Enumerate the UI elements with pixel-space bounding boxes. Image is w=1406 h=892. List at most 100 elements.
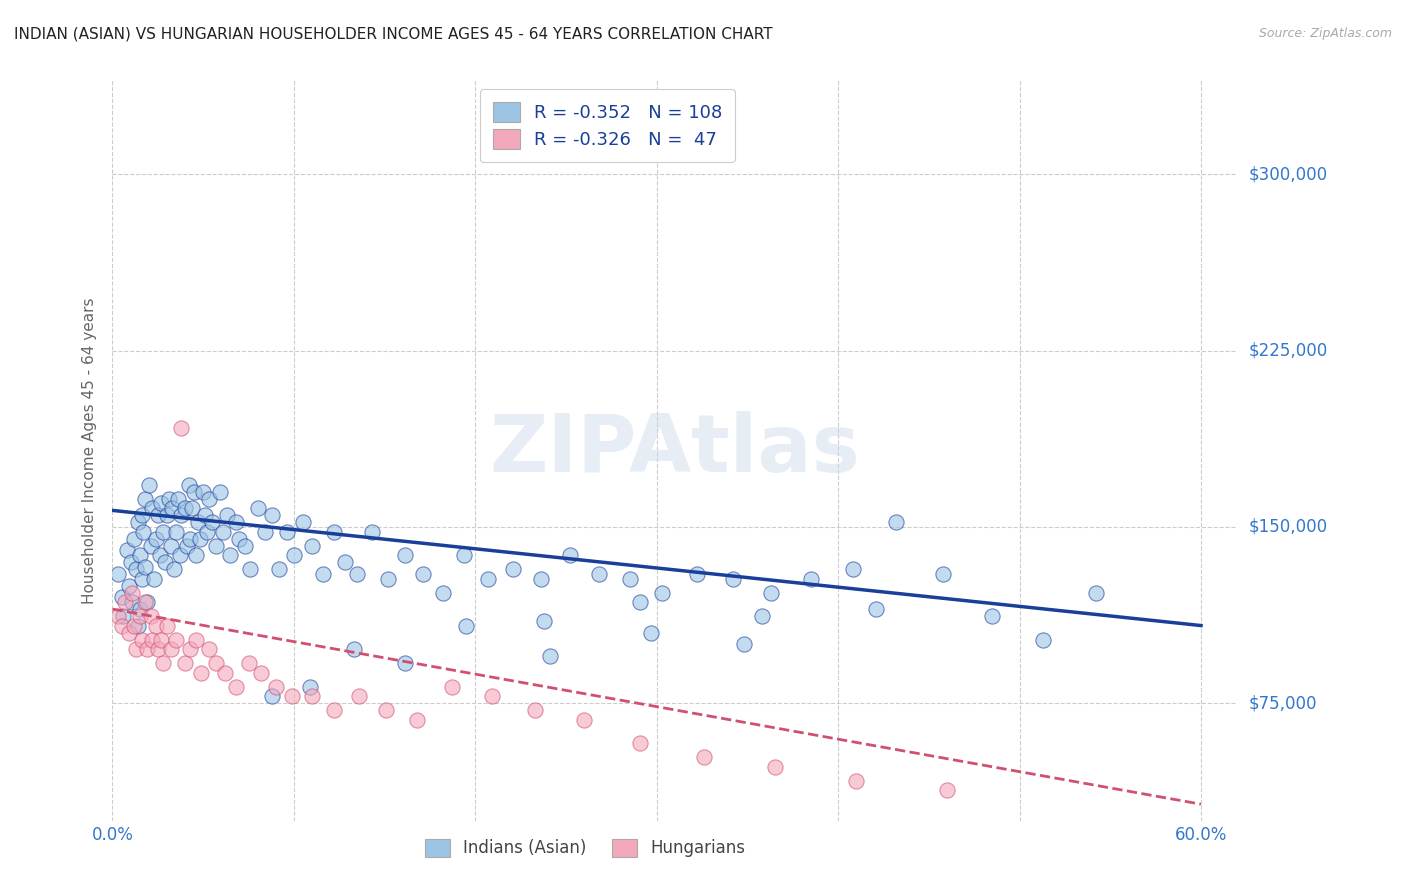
Point	[150, 496, 173, 510]
Point	[110, 618, 132, 632]
Point	[118, 625, 141, 640]
Point	[193, 484, 215, 499]
Point	[141, 501, 163, 516]
Point	[197, 491, 219, 506]
Point	[250, 665, 273, 680]
Point	[122, 532, 145, 546]
Point	[159, 642, 181, 657]
Point	[121, 595, 143, 609]
Point	[225, 515, 247, 529]
Point	[114, 595, 136, 609]
Point	[299, 680, 322, 694]
Point	[936, 783, 959, 797]
Point	[141, 632, 163, 647]
Point	[145, 532, 167, 546]
Point	[205, 539, 228, 553]
Text: $150,000: $150,000	[1249, 518, 1327, 536]
Point	[312, 566, 335, 581]
Point	[530, 572, 553, 586]
Point	[301, 539, 323, 553]
Point	[134, 595, 156, 609]
Point	[456, 618, 478, 632]
Point	[406, 713, 429, 727]
Point	[176, 539, 198, 553]
Point	[159, 539, 181, 553]
Point	[283, 548, 305, 562]
Point	[394, 656, 416, 670]
Point	[1084, 585, 1107, 599]
Point	[291, 515, 314, 529]
Point	[212, 524, 235, 539]
Point	[156, 508, 179, 522]
Point	[132, 524, 155, 539]
Point	[281, 689, 304, 703]
Point	[146, 508, 169, 522]
Point	[157, 491, 180, 506]
Point	[502, 562, 524, 576]
Point	[533, 614, 555, 628]
Point	[685, 566, 707, 581]
Point	[139, 539, 162, 553]
Point	[127, 618, 149, 632]
Point	[169, 548, 191, 562]
Point	[138, 477, 160, 491]
Point	[322, 703, 344, 717]
Point	[628, 736, 651, 750]
Text: $225,000: $225,000	[1249, 342, 1327, 359]
Point	[264, 680, 287, 694]
Point	[269, 562, 291, 576]
Point	[215, 508, 238, 522]
Text: $75,000: $75,000	[1249, 694, 1317, 712]
Point	[733, 637, 755, 651]
Point	[122, 618, 145, 632]
Point	[225, 680, 247, 694]
Point	[572, 713, 595, 727]
Point	[276, 524, 298, 539]
Point	[197, 642, 219, 657]
Point	[538, 649, 561, 664]
Point	[377, 572, 399, 586]
Point	[262, 508, 284, 522]
Point	[751, 609, 773, 624]
Point	[165, 524, 187, 539]
Point	[201, 515, 224, 529]
Point	[347, 689, 370, 703]
Point	[107, 609, 129, 624]
Point	[174, 656, 197, 670]
Point	[177, 477, 200, 491]
Point	[184, 548, 207, 562]
Point	[195, 524, 218, 539]
Point	[394, 548, 416, 562]
Text: Source: ZipAtlas.com: Source: ZipAtlas.com	[1258, 27, 1392, 40]
Point	[121, 585, 143, 599]
Point	[181, 501, 204, 516]
Point	[640, 625, 662, 640]
Y-axis label: Householder Income Ages 45 - 64 years: Householder Income Ages 45 - 64 years	[82, 297, 97, 604]
Point	[432, 585, 454, 599]
Point	[118, 579, 141, 593]
Point	[139, 609, 162, 624]
Point	[262, 689, 284, 703]
Point	[134, 491, 156, 506]
Point	[156, 618, 179, 632]
Point	[524, 703, 547, 717]
Point	[301, 689, 323, 703]
Point	[146, 642, 169, 657]
Point	[184, 632, 207, 647]
Point	[205, 656, 228, 670]
Point	[412, 566, 434, 581]
Point	[187, 515, 209, 529]
Point	[343, 642, 366, 657]
Point	[190, 665, 212, 680]
Point	[152, 656, 174, 670]
Point	[246, 501, 269, 516]
Point	[219, 548, 242, 562]
Point	[125, 562, 148, 576]
Point	[208, 484, 231, 499]
Point	[128, 548, 150, 562]
Point	[233, 539, 256, 553]
Point	[361, 524, 384, 539]
Point	[194, 508, 217, 522]
Point	[128, 609, 150, 624]
Point	[759, 585, 782, 599]
